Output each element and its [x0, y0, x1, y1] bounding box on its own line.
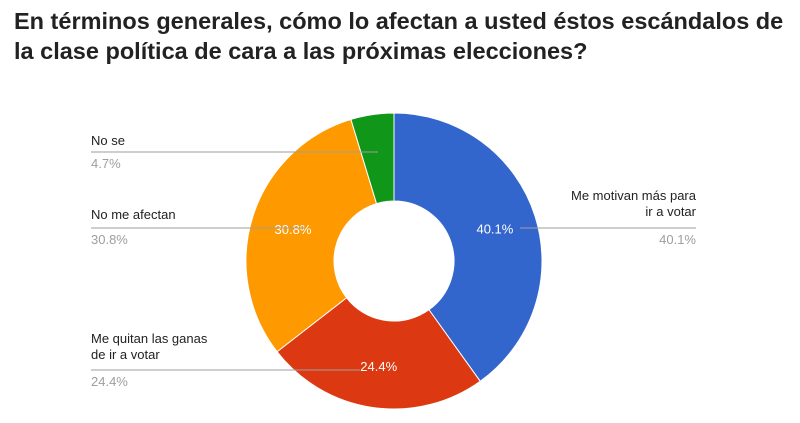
legend-label: No se: [91, 133, 125, 148]
chart-title: En términos generales, cómo lo afectan a…: [14, 6, 794, 66]
pie-slice-no-me-afectan[interactable]: [245, 118, 378, 353]
pie-slice-me-motivan-mas-para-ir-a-votar[interactable]: [393, 112, 543, 382]
legend-value: 4.7%: [91, 156, 121, 171]
legend-value: 40.1%: [659, 232, 696, 247]
legend-label: ir a votar: [645, 204, 696, 219]
slice-value-label: 30.8%: [275, 222, 312, 237]
legend-label: No me afectan: [91, 207, 176, 222]
legend-value: 24.4%: [91, 374, 128, 389]
pie-slice-no-se[interactable]: [350, 112, 395, 205]
legend-value: 30.8%: [91, 232, 128, 247]
chart-title-line-1: En términos generales, cómo lo afectan a…: [14, 8, 784, 34]
legend-label: Me motivan más para: [571, 188, 697, 203]
slice-value-label: 40.1%: [476, 222, 513, 237]
pie-slice-me-quitan-las-ganas-de-ir-a-votar[interactable]: [276, 297, 481, 410]
legend-label: de ir a votar: [91, 347, 160, 362]
legend-label: Me quitan las ganas: [91, 331, 208, 346]
slice-value-label: 24.4%: [360, 359, 397, 374]
chart-title-line-2: la clase política de cara a las próximas…: [14, 38, 588, 64]
